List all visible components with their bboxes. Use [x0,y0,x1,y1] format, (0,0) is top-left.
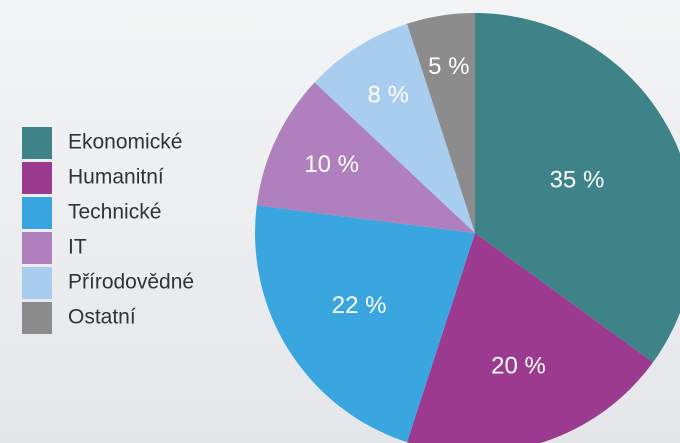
slice-label: 35 % [550,166,605,193]
pie-slice [475,13,680,363]
legend-swatch [22,127,52,159]
pie-slice [255,205,475,443]
slice-label: 10 % [304,151,359,178]
legend-swatch [22,197,52,229]
slice-label: 8 % [368,82,409,109]
legend-swatch [22,267,52,299]
pie-slice [407,12,475,233]
legend-label: Ekonomické [68,131,182,154]
slice-label: 5 % [428,53,469,80]
pie-slice [314,23,475,234]
pie-slice [256,82,475,234]
pie-slice [407,233,653,443]
legend-swatch [22,162,52,194]
legend-swatch [22,232,52,264]
legend-label: Technické [68,201,161,224]
legend-label: IT [68,236,87,259]
slice-label: 20 % [491,352,546,379]
slice-label: 22 % [332,292,387,319]
legend-label: Ostatní [68,306,136,329]
legend-label: Přírodovědné [68,271,194,294]
legend-swatch [22,302,52,334]
legend-label: Humanitní [68,166,164,189]
